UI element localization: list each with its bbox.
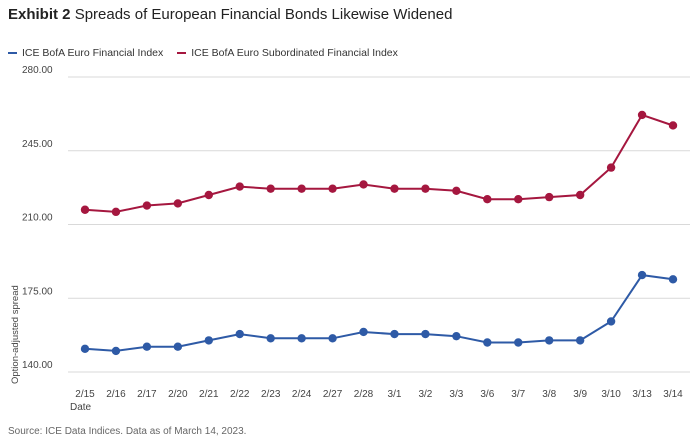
- series-1-point: [173, 342, 183, 351]
- series-2-point: [235, 182, 244, 191]
- series-2-point: [421, 184, 430, 193]
- x-tick-label: 3/2: [418, 389, 432, 400]
- series-1-point: [452, 331, 461, 341]
- series-1-point: [514, 338, 523, 347]
- series-1-point: [266, 334, 275, 343]
- series-2-point: [173, 199, 183, 208]
- series-1-point: [421, 329, 430, 339]
- x-tick-label: 2/22: [230, 389, 250, 400]
- series-1-point: [204, 336, 213, 345]
- y-tick-label: 280.00: [22, 65, 53, 76]
- series-1-point: [637, 270, 647, 280]
- series-2-point: [668, 121, 678, 130]
- series-2-point: [606, 163, 616, 172]
- series-line-2: [84, 113, 674, 213]
- x-tick-label: 3/10: [601, 389, 621, 400]
- y-tick-label: 140.00: [22, 360, 53, 371]
- series-1-point: [668, 275, 678, 284]
- legend-swatch-subordinated: [177, 52, 187, 54]
- y-tick-label: 245.00: [22, 139, 53, 150]
- series-2-point: [483, 195, 492, 204]
- series-2-point: [266, 184, 275, 193]
- x-tick-label: 3/1: [388, 389, 402, 400]
- x-tick-label: 3/7: [511, 389, 525, 400]
- series-2-point: [390, 184, 399, 193]
- series-2-point: [452, 186, 461, 195]
- series-2-point: [142, 201, 152, 210]
- series-1-point: [297, 334, 306, 343]
- source-note: Source: ICE Data Indices. Data as of Mar…: [8, 426, 247, 437]
- series-1-point: [142, 342, 152, 351]
- x-tick-label: 3/3: [449, 389, 463, 400]
- series-1-point: [359, 327, 368, 337]
- series-2-point: [111, 207, 121, 217]
- y-tick-label: 210.00: [22, 213, 53, 224]
- exhibit-label: Exhibit 2: [8, 6, 71, 23]
- series-1-point: [111, 346, 121, 356]
- y-tick-label: 175.00: [22, 286, 53, 297]
- series-2-point: [80, 205, 90, 214]
- series-1-point: [483, 338, 492, 347]
- series-2-point: [328, 184, 337, 193]
- title-text: Spreads of European Financial Bonds Like…: [74, 6, 453, 23]
- x-tick-label: 2/27: [323, 389, 343, 400]
- series-2-point: [545, 192, 554, 202]
- legend-swatch-financial: [8, 52, 17, 54]
- x-tick-label: 3/13: [632, 389, 652, 400]
- series-1-point: [575, 336, 585, 345]
- series-2-point: [297, 184, 306, 193]
- x-tick-label: 2/15: [75, 389, 95, 400]
- series-line-1: [84, 274, 674, 352]
- x-tick-label: 2/21: [199, 389, 219, 400]
- series-2-point: [204, 190, 213, 200]
- x-tick-label: 2/24: [292, 389, 312, 400]
- x-tick-label: 2/16: [106, 389, 126, 400]
- series-1-point: [545, 336, 554, 345]
- series-2-point: [637, 110, 647, 120]
- series-2-point: [514, 195, 523, 204]
- series-1-point: [328, 334, 337, 343]
- x-tick-label: 2/20: [168, 389, 188, 400]
- x-tick-label: 2/17: [137, 389, 157, 400]
- series-1-point: [606, 317, 616, 326]
- x-tick-label: 3/14: [663, 389, 683, 400]
- series-1-point: [235, 329, 244, 339]
- legend-label-financial: ICE BofA Euro Financial Index: [22, 47, 164, 59]
- series-2-point: [359, 180, 368, 189]
- x-tick-label: 2/23: [261, 389, 281, 400]
- series-2-point: [575, 190, 585, 200]
- x-axis-title: Date: [70, 402, 92, 413]
- legend-item-financial: ICE BofA Euro Financial Index: [8, 47, 163, 59]
- x-tick-label: 2/28: [354, 389, 374, 400]
- x-tick-label: 3/9: [573, 389, 587, 400]
- legend: ICE BofA Euro Financial Index ICE BofA E…: [8, 47, 398, 59]
- chart-title: Exhibit 2 Spreads of European Financial …: [8, 6, 452, 23]
- y-axis-title: Option-adjusted spread: [10, 285, 21, 384]
- series-1-point: [390, 329, 399, 339]
- x-tick-label: 3/6: [480, 389, 494, 400]
- legend-label-subordinated: ICE BofA Euro Subordinated Financial Ind…: [191, 47, 398, 59]
- series-1-point: [80, 344, 90, 354]
- legend-item-subordinated: ICE BofA Euro Subordinated Financial Ind…: [177, 47, 398, 59]
- x-tick-label: 3/8: [542, 389, 556, 400]
